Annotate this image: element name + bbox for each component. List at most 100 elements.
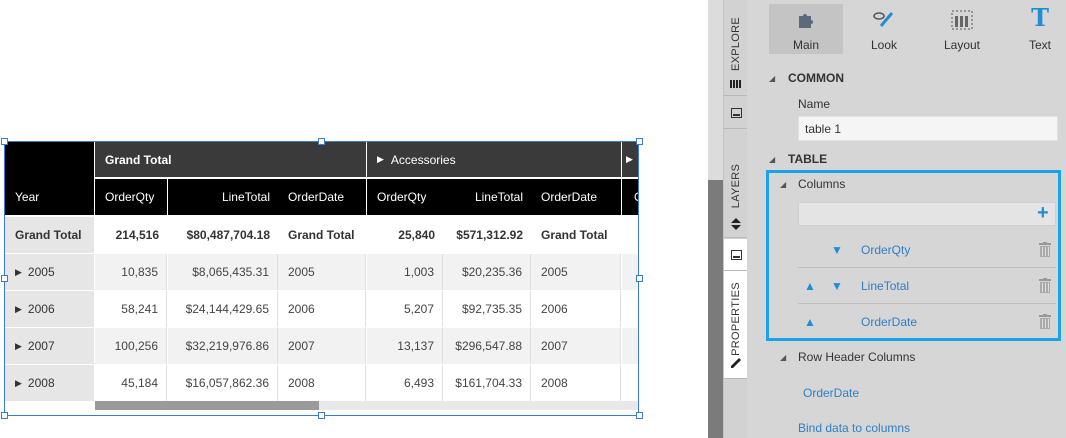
name-input[interactable]: table 1 [798, 116, 1058, 141]
collapse-triangle-icon[interactable]: ◢ [780, 180, 787, 189]
move-up-icon[interactable]: ▲ [804, 315, 816, 329]
group-header-grand-total: Grand Total [95, 142, 366, 177]
column-item-linetotal[interactable]: LineTotal [861, 279, 910, 293]
panel-icon [729, 107, 743, 119]
expand-arrow-icon[interactable]: ▶ [15, 266, 22, 277]
columns-label: Columns [798, 177, 846, 191]
move-up-icon[interactable]: ▲ [804, 279, 816, 293]
resize-handle[interactable] [1, 138, 8, 145]
table-cell: 45,184 [95, 365, 167, 401]
add-column-row[interactable] [798, 202, 1056, 226]
panel-tab-text[interactable]: T Text [1028, 3, 1051, 53]
resize-handle[interactable] [636, 412, 643, 419]
collapse-triangle-icon[interactable]: ◢ [780, 353, 787, 362]
layers-icon [729, 218, 743, 230]
side-tab-strip: EXPLORE LAYERS PROPERTIES [723, 0, 748, 438]
text-icon: T [1031, 3, 1049, 32]
col-header-linetotal[interactable]: LineTotal [168, 179, 278, 215]
expand-arrow-icon[interactable]: ▶ [15, 340, 22, 351]
trash-icon[interactable] [1039, 242, 1051, 257]
name-label: Name [798, 97, 831, 111]
row-header-year[interactable]: ▶ 2005 [5, 254, 94, 290]
columns-highlight [766, 170, 1061, 341]
table-cell: 2005 [278, 254, 366, 290]
divider [798, 303, 1056, 304]
table-cell: 10,835 [95, 254, 167, 290]
table-cell [622, 254, 639, 290]
table-cell: 6,493 [367, 365, 443, 401]
table-cell [622, 291, 639, 327]
table-cell: $8,065,435.31 [168, 254, 278, 290]
add-column-icon[interactable]: + [1037, 202, 1049, 224]
dashboard-canvas: Grand Total ▶ Accessories ▶ Year OrderQt… [1, 138, 643, 419]
column-item-orderdate[interactable]: OrderDate [861, 315, 918, 329]
grand-total-cell: 25,840 [398, 228, 435, 242]
trash-icon[interactable] [1039, 278, 1051, 293]
col-header-orderqty-2[interactable]: OrderQty [367, 179, 443, 215]
table-cell: 100,256 [95, 328, 167, 364]
table-cell: 13,137 [367, 328, 443, 364]
panel-tab-layout[interactable]: Layout [925, 4, 999, 54]
divider [798, 267, 1056, 268]
group-header-accessories[interactable]: ▶ Accessories [367, 142, 621, 177]
expand-arrow-icon[interactable]: ▶ [626, 154, 633, 164]
panel-tab-main[interactable]: Main [769, 4, 843, 54]
tab-properties-item[interactable] [724, 239, 748, 271]
table-cell: 58,241 [95, 291, 167, 327]
table-cell: 2007 [278, 328, 366, 364]
tab-explore[interactable]: EXPLORE [724, 0, 748, 96]
resize-handle[interactable] [318, 412, 325, 419]
tab-layers[interactable]: LAYERS [724, 130, 748, 238]
col-header-year[interactable]: Year [5, 179, 94, 215]
move-down-icon[interactable]: ▼ [831, 243, 843, 257]
group-header-next[interactable]: ▶ [622, 142, 639, 177]
resize-handle[interactable] [636, 138, 643, 145]
trash-icon[interactable] [1039, 314, 1051, 329]
table-cell: $16,057,862.36 [168, 365, 278, 401]
table-cell: 5,207 [367, 291, 443, 327]
tab-layer-item[interactable] [724, 97, 748, 129]
col-header-orderdate[interactable]: OrderDate [278, 179, 366, 215]
col-header-linetotal-2[interactable]: LineTotal [443, 179, 531, 215]
grand-total-cell: Grand Total [541, 228, 608, 242]
tab-properties[interactable]: PROPERTIES [724, 271, 748, 379]
row-header-year[interactable]: ▶ 2008 [5, 365, 94, 401]
scrollbar-thumb[interactable] [95, 401, 319, 410]
table-cell: 1,003 [367, 254, 443, 290]
collapse-triangle-icon[interactable]: ◢ [769, 74, 776, 83]
table-cell: 2008 [278, 365, 366, 401]
expand-arrow-icon[interactable]: ▶ [377, 154, 384, 164]
expand-arrow-icon[interactable]: ▶ [15, 303, 22, 314]
row-header-item-orderdate[interactable]: OrderDate [803, 386, 860, 400]
canvas-scrollbar[interactable] [708, 0, 723, 438]
horizontal-scrollbar[interactable] [95, 401, 639, 410]
table-cell: $92,735.35 [443, 291, 531, 327]
table-cell [622, 365, 639, 401]
resize-handle[interactable] [1, 275, 8, 282]
table-cell: $296,547.88 [443, 328, 531, 364]
brush-icon [873, 10, 895, 34]
resize-handle[interactable] [318, 138, 325, 145]
resize-handle[interactable] [636, 275, 643, 282]
row-header-year[interactable]: ▶ 2007 [5, 328, 94, 364]
table-cell [622, 328, 639, 364]
data-table[interactable]: Grand Total ▶ Accessories ▶ Year OrderQt… [5, 142, 639, 401]
section-table: TABLE [788, 152, 828, 166]
panel-icon [729, 249, 743, 261]
col-header-orderdate-2[interactable]: OrderDate [531, 179, 621, 215]
column-item-orderqty[interactable]: OrderQty [861, 243, 911, 257]
bind-data-link[interactable]: Bind data to columns [798, 421, 911, 435]
resize-handle[interactable] [1, 412, 8, 419]
row-header-columns-label: Row Header Columns [798, 350, 916, 364]
expand-arrow-icon[interactable]: ▶ [15, 377, 22, 388]
explore-icon [729, 78, 743, 90]
table-cell: 2008 [531, 365, 621, 401]
grand-total-cell: $80,487,704.18 [186, 228, 270, 242]
canvas-scrollbar-thumb[interactable] [708, 180, 723, 438]
col-header-orderqty[interactable]: OrderQty [95, 179, 167, 215]
row-header-year[interactable]: ▶ 2006 [5, 291, 94, 327]
col-header-partial[interactable]: O [622, 179, 639, 215]
panel-tab-look[interactable]: Look [847, 4, 921, 54]
move-down-icon[interactable]: ▼ [831, 279, 843, 293]
collapse-triangle-icon[interactable]: ◢ [769, 155, 776, 164]
